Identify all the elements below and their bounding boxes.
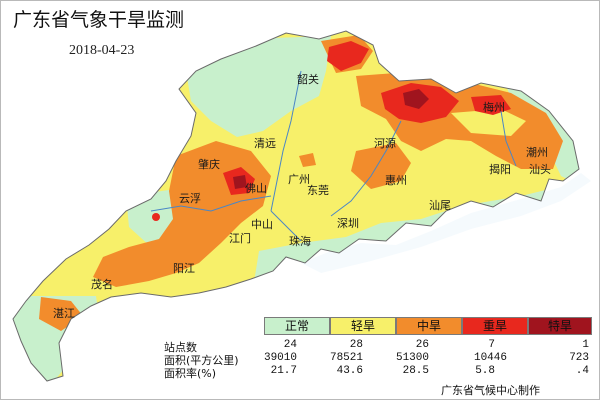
legend-label-extreme: 特旱 xyxy=(547,319,572,333)
river-north xyxy=(270,70,302,212)
sea-strip xyxy=(301,173,591,273)
stats-area-normal: 39010 xyxy=(263,352,297,364)
city-label-zhanjiang: 湛江 xyxy=(53,307,75,320)
city-label-yangjiang: 阳江 xyxy=(173,262,195,275)
legend-swatch-extreme xyxy=(528,317,592,335)
stats-area-severe: 10446 xyxy=(473,352,507,364)
zone-severe-east xyxy=(471,95,511,115)
city-label-zhongshan: 中山 xyxy=(251,218,273,231)
stats-stations-light: 28 xyxy=(349,339,363,351)
rivers xyxy=(150,70,517,242)
city-label-shantou: 汕头 xyxy=(529,163,551,176)
legend-label-normal: 正常 xyxy=(284,319,309,333)
zone-extreme-north xyxy=(403,89,429,109)
legend-swatch-normal xyxy=(264,317,330,335)
zone-extreme-zhaoqing xyxy=(233,175,247,189)
map-title: 广东省气象干旱监测 xyxy=(13,9,185,31)
map-date: 2018-04-23 xyxy=(69,43,135,58)
stats-ratio-severe: 5.8 xyxy=(475,365,495,377)
city-label-meizhou: 梅州 xyxy=(483,100,505,114)
city-label-shenzhen: 深圳 xyxy=(337,217,359,230)
city-label-chaozhou: 潮州 xyxy=(526,145,548,159)
zone-severe-northeast xyxy=(327,41,369,71)
city-label-maoming: 茂名 xyxy=(91,277,113,291)
legend-swatch-severe xyxy=(462,317,528,335)
stats-ratio-moderate: 28.5 xyxy=(402,365,429,377)
severe-dot-west xyxy=(152,213,160,221)
river-south xyxy=(270,210,302,242)
river-east xyxy=(330,120,402,217)
stats-label-area: 面积(平方公里) xyxy=(164,354,239,367)
city-label-jiangmen: 江门 xyxy=(229,231,251,245)
city-label-guangzhou: 广州 xyxy=(288,173,310,186)
stats-label-stations: 站点数 xyxy=(164,341,197,354)
city-label-qingyuan: 清远 xyxy=(254,137,276,150)
river-han xyxy=(500,110,517,167)
zone-light-inner-east xyxy=(451,109,526,136)
stats-ratio-extreme: .4 xyxy=(575,365,589,377)
stats-area-moderate: 51300 xyxy=(395,352,429,364)
city-label-foshan: 佛山 xyxy=(245,182,267,195)
stats-stations-extreme: 1 xyxy=(582,339,589,351)
stats-ratio-light: 43.6 xyxy=(336,365,363,377)
zone-moderate-heyuan xyxy=(351,143,411,189)
stats-ratio-normal: 21.7 xyxy=(270,365,297,377)
stats-area-light: 78521 xyxy=(329,352,363,364)
city-label-shaoguan: 韶关 xyxy=(297,72,319,86)
stats-label-ratio: 面积率(%) xyxy=(164,367,217,380)
city-label-heyuan: 河源 xyxy=(374,136,396,150)
legend-swatch-moderate xyxy=(396,317,462,335)
city-labels: 韶关 梅州 清远 河源 潮州 肇庆 广州 揭阳 汕头 云浮 佛山 东莞 惠州 汕… xyxy=(53,72,551,320)
city-label-huizhou: 惠州 xyxy=(385,173,407,187)
legend-label-severe: 重旱 xyxy=(482,319,507,333)
city-label-yunfu: 云浮 xyxy=(179,192,201,205)
producer-credit: 广东省气候中心制作 xyxy=(441,384,540,397)
city-label-dongguan: 东莞 xyxy=(307,184,329,197)
river-west xyxy=(150,195,272,212)
legend-label-light: 轻旱 xyxy=(350,319,375,333)
city-label-jieyang: 揭阳 xyxy=(489,162,511,176)
stats-area-extreme: 723 xyxy=(569,352,589,364)
stats-stations-severe: 7 xyxy=(488,339,495,351)
legend-label-moderate: 中旱 xyxy=(416,319,441,333)
zone-light-spot-guangzhou xyxy=(299,153,316,167)
legend-swatch-light xyxy=(330,317,396,335)
city-label-zhaoqing: 肇庆 xyxy=(198,157,220,171)
city-label-zhuhai: 珠海 xyxy=(289,234,311,248)
stats-stations-moderate: 26 xyxy=(415,339,429,351)
stats-stations-normal: 24 xyxy=(283,339,297,351)
zone-normal-north xyxy=(181,36,331,137)
city-label-shanwei: 汕尾 xyxy=(429,199,451,212)
